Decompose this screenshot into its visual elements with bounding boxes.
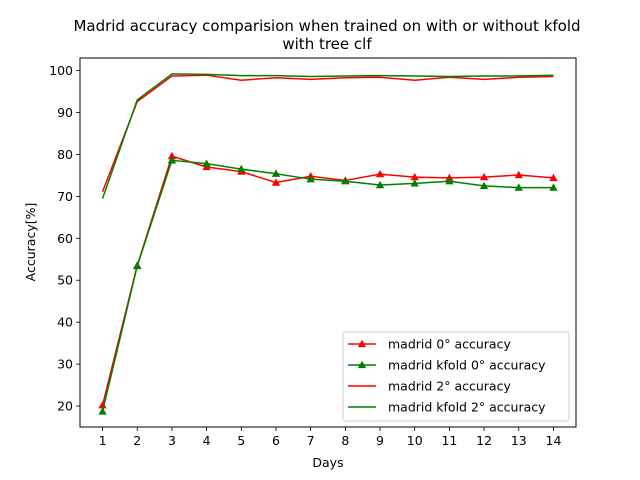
- data-point: [133, 261, 142, 270]
- x-tick-label: 1: [99, 433, 107, 448]
- data-point: [410, 172, 419, 181]
- y-tick-label: 90: [57, 105, 73, 120]
- data-point: [549, 183, 558, 191]
- legend-box: [342, 331, 570, 422]
- x-tick-label: 6: [272, 433, 280, 448]
- x-tick-label: 13: [511, 433, 527, 448]
- legend-item: madrid kfold 0° accuracy: [348, 358, 546, 373]
- y-tick-label: 50: [57, 273, 73, 288]
- data-point: [375, 180, 385, 189]
- legend-item: madrid 0° accuracy: [348, 337, 511, 352]
- chart-title: Madrid accuracy comparision when trained…: [73, 17, 580, 35]
- data-point: [306, 174, 315, 183]
- data-point: [514, 183, 523, 191]
- data-point: [271, 178, 281, 186]
- series-line: [101, 73, 554, 199]
- x-tick-label: 7: [307, 433, 315, 448]
- data-point: [479, 181, 489, 190]
- series-line: [101, 155, 554, 406]
- x-tick-label: 3: [168, 433, 176, 448]
- y-tick-label: 70: [57, 189, 73, 204]
- plot-frame: [79, 57, 577, 428]
- data-point: [410, 179, 419, 187]
- legend-label: madrid 0° accuracy: [388, 337, 511, 352]
- data-point: [479, 172, 489, 181]
- y-tick-label: 60: [57, 231, 73, 246]
- x-tick-label: 5: [237, 433, 245, 448]
- data-point: [98, 407, 107, 415]
- chart-subtitle: with tree clf: [282, 35, 372, 53]
- x-tick-label: 8: [341, 433, 349, 448]
- legend-label: madrid kfold 2° accuracy: [388, 400, 546, 415]
- legend-label: madrid 2° accuracy: [388, 379, 511, 394]
- data-point: [375, 169, 385, 178]
- data-point: [445, 177, 454, 185]
- x-tick-label: 2: [133, 433, 141, 448]
- legend-item: madrid 2° accuracy: [348, 379, 511, 394]
- y-tick-label: 80: [57, 147, 73, 162]
- x-tick-label: 10: [407, 433, 423, 448]
- y-axis-label: Accuracy[%]: [23, 203, 38, 282]
- x-tick-label: 14: [546, 433, 562, 448]
- x-axis: 1 2 3 4 5 6 7 8 9 10 11 12 13 14: [99, 427, 562, 448]
- series-line: [101, 74, 554, 193]
- legend-label: madrid kfold 0° accuracy: [388, 358, 546, 373]
- legend-item: madrid kfold 2° accuracy: [348, 400, 546, 415]
- data-point: [341, 177, 350, 185]
- x-tick-label: 4: [203, 433, 211, 448]
- series-line: [101, 159, 554, 412]
- data-point: [237, 164, 246, 173]
- legend-marker: [357, 339, 367, 348]
- series-layer: [98, 73, 558, 415]
- data-point: [202, 159, 211, 167]
- series-3: [101, 74, 554, 193]
- x-tick-label: 9: [376, 433, 384, 448]
- y-tick-label: 20: [57, 399, 73, 414]
- data-point: [167, 151, 177, 160]
- y-tick-label: 100: [49, 63, 73, 78]
- data-point: [98, 400, 107, 409]
- data-point: [514, 170, 523, 179]
- x-axis-label: Days: [312, 455, 343, 470]
- data-point: [167, 156, 177, 164]
- x-tick-label: 12: [476, 433, 492, 448]
- data-point: [271, 169, 281, 177]
- x-tick-label: 11: [441, 433, 457, 448]
- series-2: [98, 156, 558, 415]
- y-tick-label: 30: [57, 357, 73, 372]
- data-point: [549, 173, 558, 182]
- legend-marker: [357, 360, 367, 369]
- y-tick-label: 40: [57, 315, 73, 330]
- series-4: [101, 73, 554, 199]
- y-axis: 20 30 40 50 60 70 80 90 100: [49, 63, 80, 414]
- series-1: [98, 151, 558, 409]
- legend: madrid 0° accuracy madrid kfold 0° accura…: [342, 331, 570, 422]
